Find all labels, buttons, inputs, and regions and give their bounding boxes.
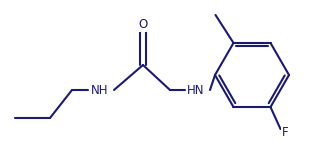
Text: NH: NH	[91, 83, 109, 97]
Text: F: F	[282, 126, 289, 139]
Text: HN: HN	[187, 83, 205, 97]
Text: O: O	[138, 18, 148, 30]
